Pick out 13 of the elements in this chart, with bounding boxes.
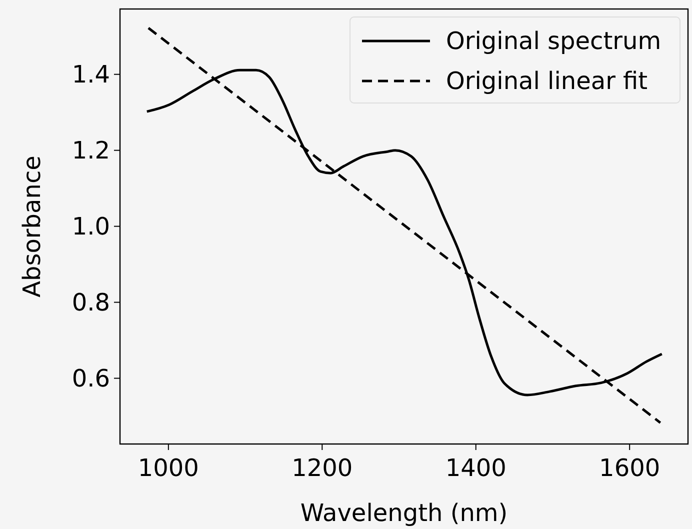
y-axis-title: Absorbance (18, 156, 46, 298)
x-tick-label: 1600 (599, 454, 660, 482)
y-tick-label: 0.8 (72, 288, 110, 316)
y-tick-label: 1.4 (72, 60, 110, 88)
y-tick-label: 1.2 (72, 136, 110, 164)
x-axis-title: Wavelength (nm) (300, 499, 508, 527)
x-tick-label: 1200 (292, 454, 353, 482)
legend-label: Original linear fit (446, 67, 648, 95)
y-tick-label: 1.0 (72, 212, 110, 240)
y-tick-label: 0.6 (72, 364, 110, 392)
x-tick-label: 1400 (445, 454, 506, 482)
legend-label: Original spectrum (446, 27, 662, 55)
x-tick-label: 1000 (138, 454, 199, 482)
